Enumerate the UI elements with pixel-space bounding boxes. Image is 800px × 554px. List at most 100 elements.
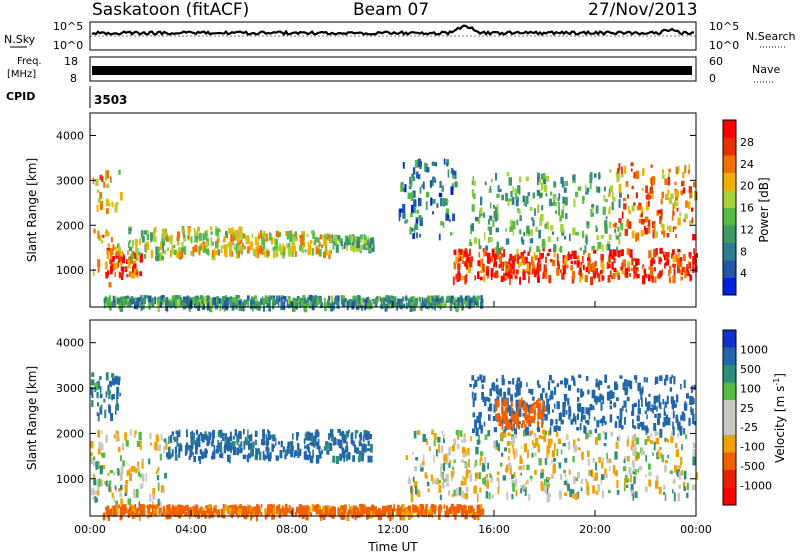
echo-cell	[419, 297, 421, 303]
echo-cell	[398, 216, 401, 222]
echo-cell	[108, 480, 112, 485]
echo-cell	[630, 474, 632, 483]
echo-cell	[595, 205, 599, 214]
echo-cell	[579, 267, 582, 272]
echo-cell	[239, 226, 243, 234]
echo-cell	[531, 268, 535, 275]
echo-cell	[473, 486, 477, 494]
echo-cell	[413, 199, 417, 208]
echo-cell	[99, 376, 102, 380]
echo-cell	[472, 176, 475, 180]
echo-cell	[526, 225, 530, 234]
echo-cell	[437, 298, 441, 304]
echo-cell	[629, 273, 631, 277]
echo-cell	[275, 442, 277, 446]
echo-cell	[585, 266, 588, 273]
colorbar-swatch	[723, 242, 736, 261]
echo-cell	[354, 301, 357, 306]
echo-cell	[117, 469, 120, 476]
echo-cell	[232, 441, 236, 447]
echo-cell	[576, 388, 580, 393]
colorbar-tick-label: 20	[740, 180, 754, 193]
echo-cell	[455, 256, 459, 264]
echo-cell	[618, 163, 621, 171]
echo-cell	[678, 465, 681, 469]
echo-cell	[577, 413, 579, 420]
echo-cell	[324, 505, 328, 514]
echo-cell	[553, 425, 557, 432]
echo-cell	[547, 483, 550, 488]
echo-cell	[171, 244, 174, 254]
echo-cell	[201, 433, 205, 443]
echo-cell	[178, 247, 182, 255]
echo-cell	[134, 509, 137, 513]
echo-cell	[639, 421, 643, 427]
echo-cell	[503, 249, 506, 257]
echo-cell	[194, 231, 197, 236]
echo-cell	[514, 189, 518, 193]
echo-cell	[691, 385, 694, 393]
echo-cell	[561, 180, 565, 188]
echo-cell	[317, 510, 320, 515]
echo-cell	[585, 407, 589, 415]
echo-cell	[248, 506, 252, 514]
echo-cell	[114, 262, 118, 269]
echo-cell	[495, 405, 498, 412]
echo-cell	[623, 416, 626, 425]
echo-cell	[235, 250, 240, 259]
y-tick-label: 3000	[56, 174, 84, 187]
echo-cell	[255, 447, 257, 457]
echo-cell	[148, 505, 151, 512]
echo-cell	[254, 439, 257, 445]
echo-cell	[139, 509, 142, 516]
echo-cell	[124, 266, 128, 273]
echo-cell	[677, 421, 681, 431]
echo-cell	[271, 301, 275, 310]
echo-cell	[496, 471, 500, 475]
echo-cell	[461, 459, 465, 463]
echo-cell	[235, 506, 239, 513]
echo-cell	[511, 197, 515, 205]
echo-cell	[325, 244, 327, 252]
echo-cell	[230, 512, 233, 518]
echo-cell	[595, 396, 598, 405]
echo-cell	[389, 300, 392, 304]
echo-cell	[435, 296, 439, 302]
echo-cell	[482, 463, 485, 469]
echo-cell	[556, 431, 559, 438]
velocity-ylabel: Slant Range [km]	[25, 366, 39, 470]
echo-cell	[156, 504, 159, 509]
echo-cell	[230, 431, 232, 437]
echo-cell	[609, 249, 612, 258]
echo-cell	[528, 412, 531, 422]
echo-cell	[178, 451, 181, 458]
echo-cell	[100, 443, 104, 451]
echo-cell	[685, 434, 688, 440]
echo-cell	[673, 403, 677, 408]
echo-cell	[526, 414, 529, 424]
echo-cell	[537, 276, 540, 283]
echo-cell	[98, 441, 102, 449]
echo-cell	[409, 303, 413, 312]
echo-cell	[129, 227, 132, 232]
echo-cell	[418, 511, 421, 516]
echo-cell	[176, 236, 180, 246]
echo-cell	[661, 269, 663, 274]
echo-cell	[606, 452, 608, 459]
echo-cell	[185, 297, 188, 306]
echo-cell	[542, 399, 545, 408]
echo-cell	[541, 173, 543, 180]
echo-cell	[224, 248, 228, 258]
echo-cell	[127, 250, 129, 255]
echo-cell	[211, 250, 214, 258]
echo-cell	[227, 454, 230, 462]
echo-cell	[591, 389, 595, 399]
echo-cell	[478, 422, 482, 430]
echo-cell	[641, 187, 644, 191]
echo-cell	[425, 507, 427, 512]
echo-cell	[306, 301, 310, 306]
echo-cell	[453, 506, 457, 510]
echo-cell	[691, 484, 695, 491]
echo-cell	[341, 447, 345, 454]
